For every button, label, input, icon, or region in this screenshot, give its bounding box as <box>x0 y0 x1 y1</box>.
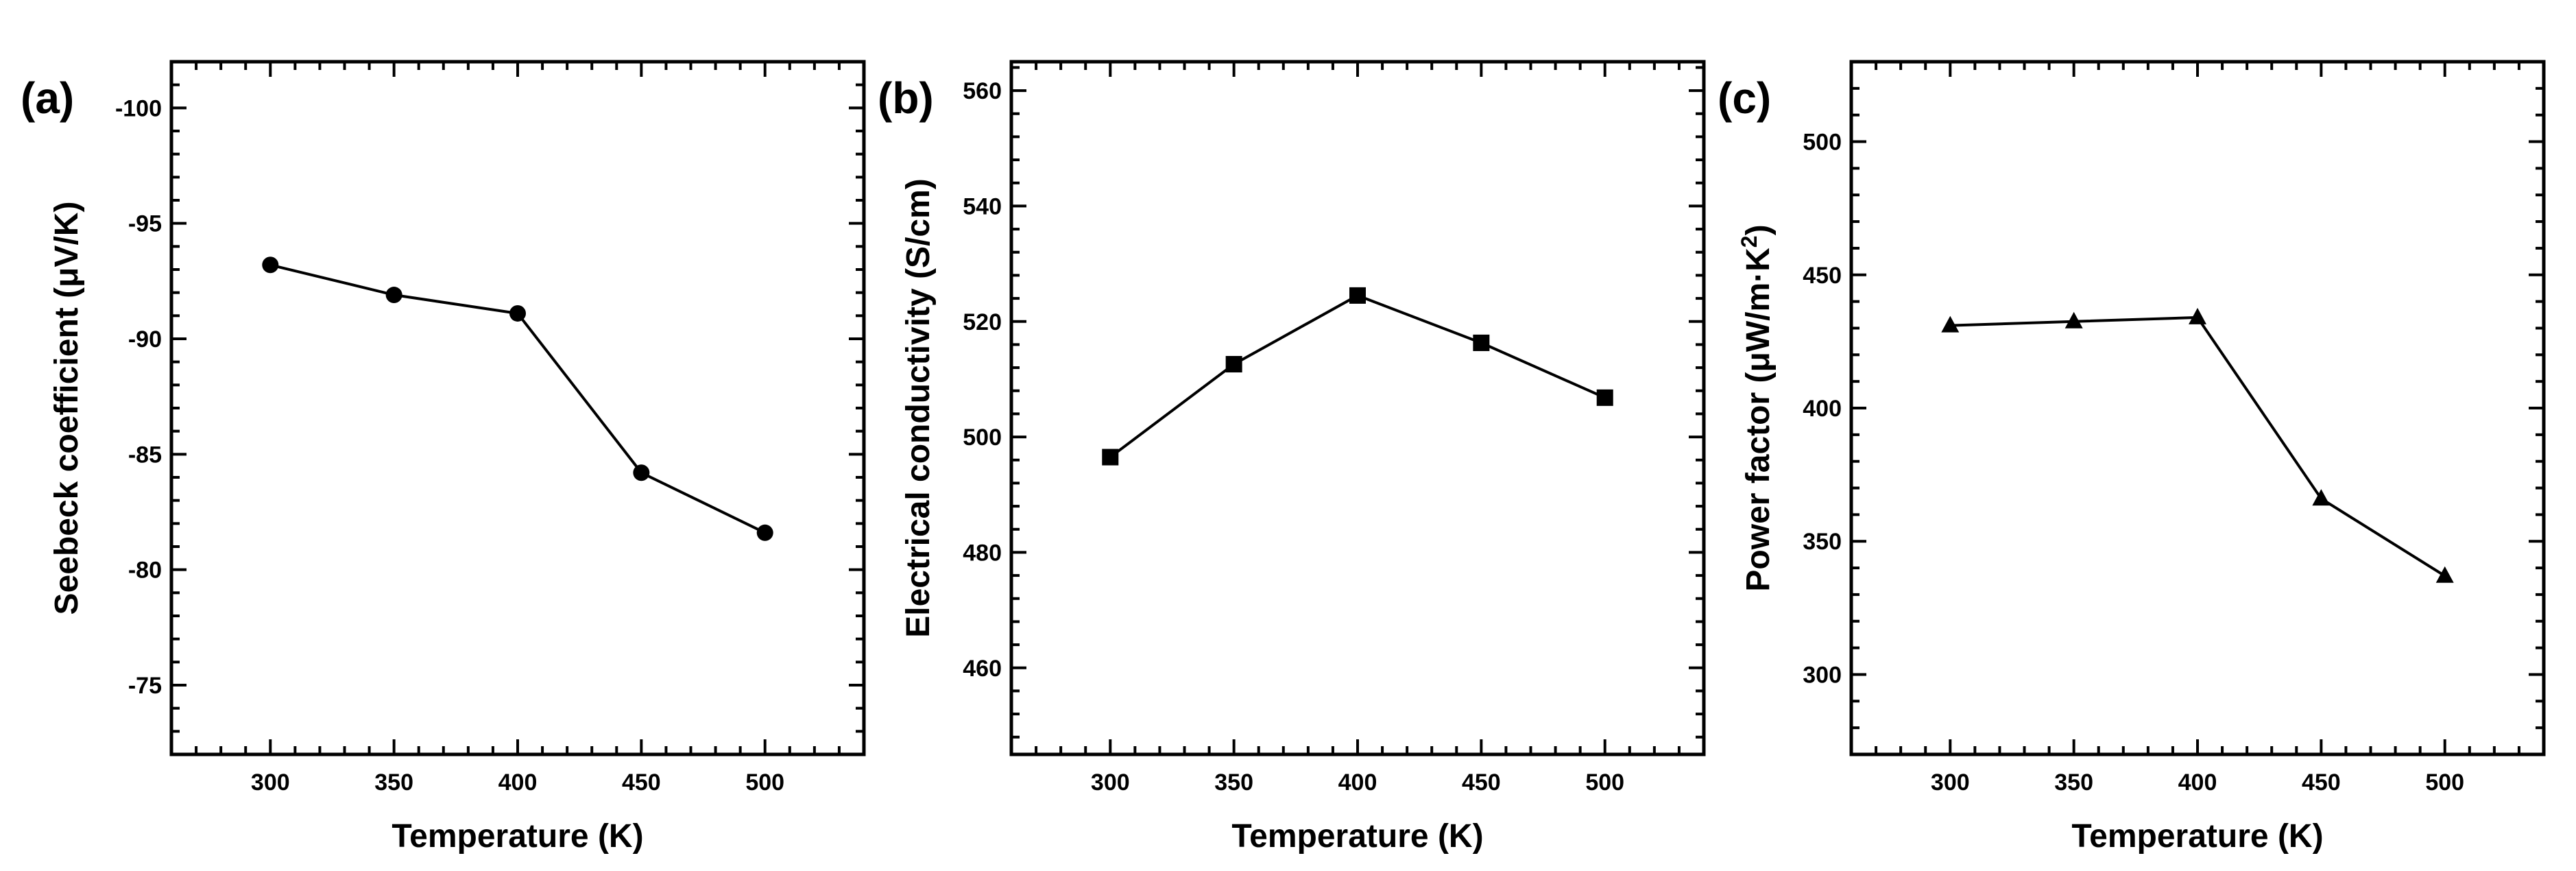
data-point <box>1473 334 1490 351</box>
x-tick-label: 300 <box>251 769 290 796</box>
y-tick-label: 450 <box>1803 263 1842 289</box>
y-axis-label-b-main: Electrical conductivity (S/cm) <box>900 178 937 638</box>
x-tick-label: 500 <box>2425 769 2464 796</box>
x-tick-label: 500 <box>1585 769 1624 796</box>
plot-frame-b <box>1009 60 1706 756</box>
series-line <box>1950 315 2446 577</box>
ticks-b: 300 350 400 450 500 460 480 500 520 540 560 <box>963 62 1705 796</box>
x-tick-label: 450 <box>622 769 661 796</box>
plot-frame-c <box>1849 60 2546 756</box>
data-point <box>1941 315 1960 333</box>
data-point <box>262 256 279 274</box>
x-tick-label: 450 <box>1462 769 1501 796</box>
x-tick-label: 500 <box>745 769 784 796</box>
y-axis-label-b: Electrical conductivity (S/cm) <box>900 178 937 638</box>
x-tick-label: 400 <box>2178 769 2217 796</box>
panel-a: (a) 300 350 400 450 500 -75 -80 -85 -90 -95 -100 T… <box>21 60 866 855</box>
x-tick-label: 400 <box>1338 769 1377 796</box>
y-axis-label-c: Power factor (μW/m·K2) <box>1737 224 1777 591</box>
y-tick-label: -100 <box>115 95 162 121</box>
y-tick-label: 500 <box>963 425 1002 451</box>
y-tick-label: 400 <box>1803 396 1842 422</box>
data-point <box>2189 307 2206 324</box>
y-tick-label: 350 <box>1803 529 1842 555</box>
panel-label-b: (b) <box>878 73 934 123</box>
plot-frame-a <box>169 60 866 756</box>
data-point <box>756 524 773 541</box>
y-axis-label-c-main: Power factor ( <box>1740 372 1777 592</box>
y-tick-label: 300 <box>1803 662 1842 688</box>
y-tick-label: 500 <box>1803 130 1842 156</box>
x-tick-label: 450 <box>2302 769 2341 796</box>
y-axis-label-c-close: ) <box>1740 224 1777 235</box>
y-tick-label: -80 <box>128 558 162 584</box>
x-tick-label: 300 <box>1091 769 1130 796</box>
data-point <box>1349 287 1366 304</box>
x-tick-label: 350 <box>1214 769 1253 796</box>
y-tick-label: 560 <box>963 78 1002 104</box>
x-tick-label: 400 <box>498 769 538 796</box>
series-b <box>1102 287 1613 466</box>
y-tick-label: 480 <box>963 540 1002 566</box>
y-axis-label-a-unit: μV/K) <box>49 202 85 287</box>
x-axis-label-c: Temperature (K) <box>2071 818 2323 855</box>
panel-c: (c) 300 350 400 450 500 300 350 400 450 500 Tempe… <box>1718 60 2546 855</box>
y-axis-label-a: Seebeck coefficient (μV/K) <box>49 202 85 615</box>
panel-b: (b) 300 350 400 450 500 460 480 500 520 540 560 Te… <box>878 60 1706 855</box>
y-tick-label: 460 <box>963 656 1002 682</box>
y-axis-label-c-unit: μW/m·K <box>1740 248 1777 372</box>
y-tick-label: -85 <box>128 442 162 468</box>
panel-label-c: (c) <box>1718 73 1771 123</box>
ticks-c: 300 350 400 450 500 300 350 400 450 500 <box>1803 60 2545 796</box>
y-tick-label: 540 <box>963 193 1002 219</box>
data-point <box>1102 449 1119 466</box>
y-tick-label: -95 <box>128 211 162 237</box>
data-point <box>1596 389 1613 406</box>
data-point <box>385 287 402 304</box>
series-c <box>1941 307 2454 583</box>
data-point <box>2312 489 2331 506</box>
y-tick-label: -75 <box>128 673 162 699</box>
data-point <box>1225 356 1242 373</box>
x-axis-label-a: Temperature (K) <box>392 818 643 855</box>
panel-label-a: (a) <box>21 73 74 123</box>
data-point <box>2435 566 2454 583</box>
x-tick-label: 350 <box>2054 769 2093 796</box>
series-line <box>269 263 766 534</box>
data-point <box>633 464 650 481</box>
y-tick-label: 520 <box>963 309 1002 335</box>
y-axis-label-c-sup: 2 <box>1737 235 1761 248</box>
x-tick-label: 300 <box>1931 769 1970 796</box>
data-point <box>2065 311 2083 329</box>
series-a <box>262 256 773 541</box>
y-axis-label-a-main: Seebeck coefficient ( <box>49 287 85 615</box>
x-axis-label-b: Temperature (K) <box>1231 818 1483 855</box>
data-point <box>509 305 526 322</box>
ticks-a: 300 350 400 450 500 -75 -80 -85 -90 -95 -100 <box>115 60 865 796</box>
series-line <box>1109 294 1606 459</box>
x-tick-label: 350 <box>374 769 413 796</box>
y-tick-label: -90 <box>128 326 162 353</box>
